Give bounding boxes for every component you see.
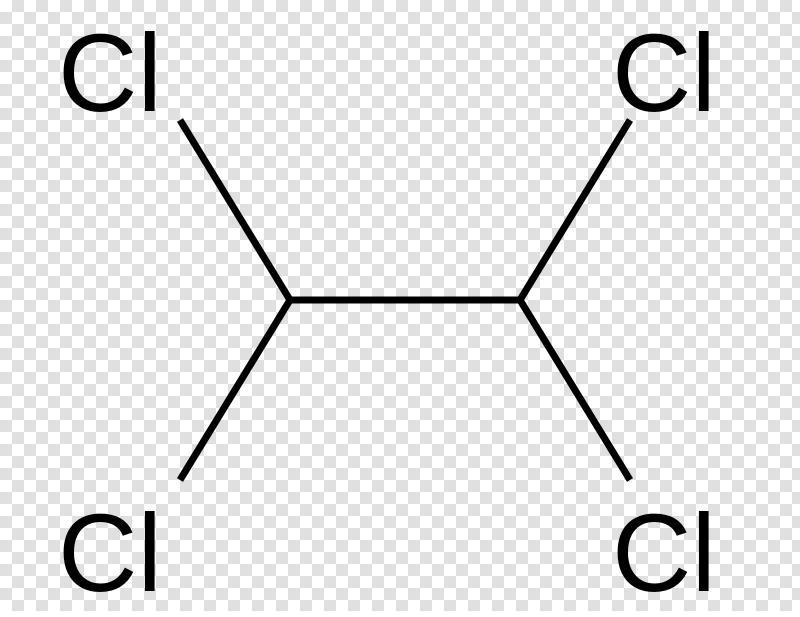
atom-label-cl-br: Cl bbox=[612, 490, 716, 617]
bond-c2-cl-tr bbox=[520, 120, 630, 300]
bond-c2-cl-br bbox=[520, 300, 630, 480]
bond-c1-cl-bl bbox=[180, 300, 290, 480]
atom-label-cl-bl: Cl bbox=[58, 490, 162, 617]
atom-label-cl-tl: Cl bbox=[58, 10, 162, 137]
atom-label-cl-tr: Cl bbox=[612, 10, 716, 137]
bond-c1-cl-tl bbox=[180, 120, 290, 300]
